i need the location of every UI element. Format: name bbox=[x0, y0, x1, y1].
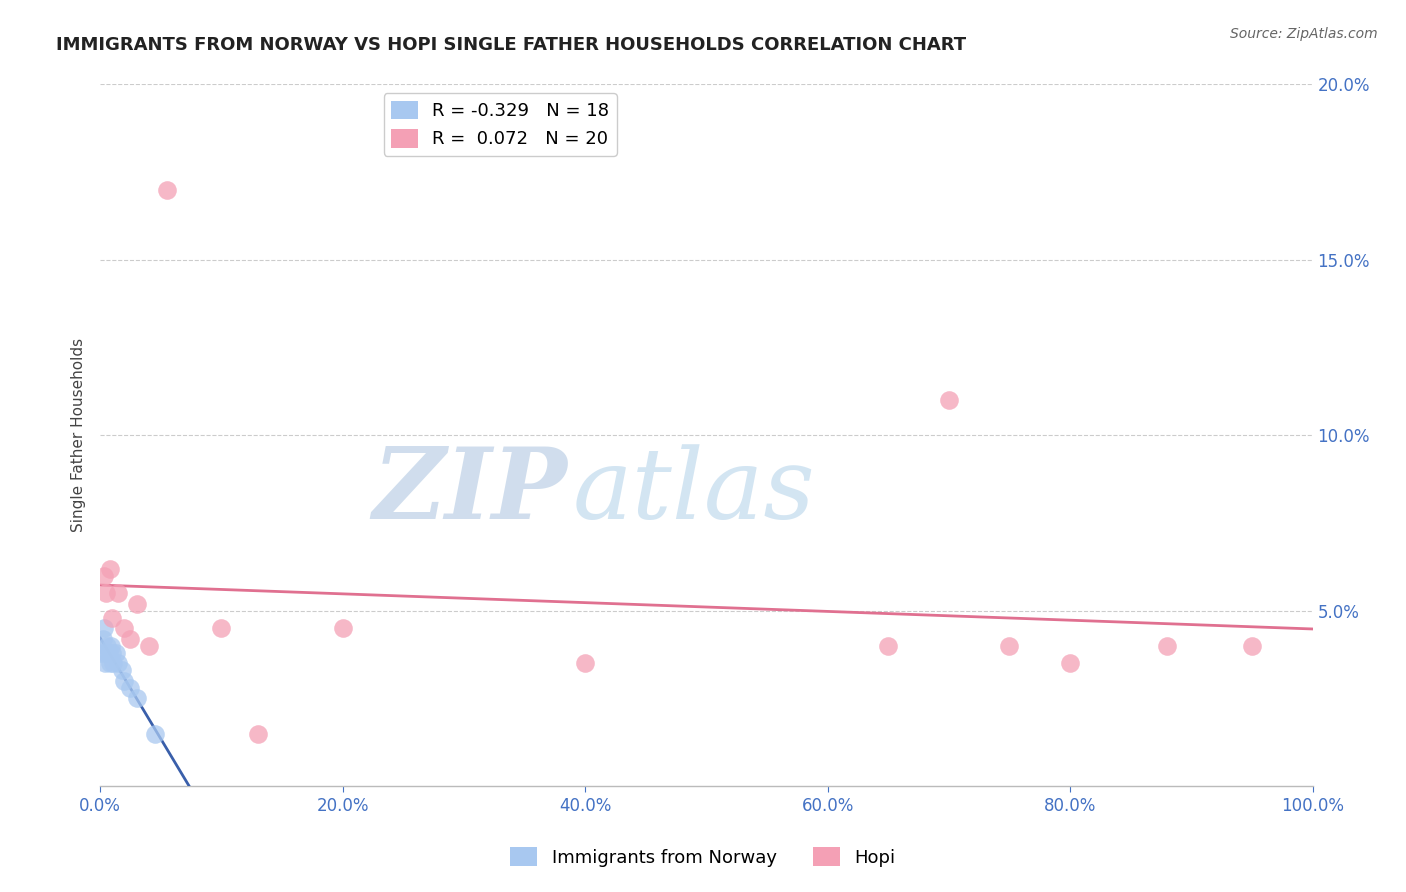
Legend: R = -0.329   N = 18, R =  0.072   N = 20: R = -0.329 N = 18, R = 0.072 N = 20 bbox=[384, 94, 617, 155]
Point bbox=[98, 657, 121, 671]
Point bbox=[112, 673, 135, 688]
Text: atlas: atlas bbox=[574, 444, 815, 539]
Point bbox=[90, 646, 112, 660]
Point bbox=[156, 183, 179, 197]
Point bbox=[98, 561, 121, 575]
Text: IMMIGRANTS FROM NORWAY VS HOPI SINGLE FATHER HOUSEHOLDS CORRELATION CHART: IMMIGRANTS FROM NORWAY VS HOPI SINGLE FA… bbox=[56, 36, 966, 54]
Point bbox=[103, 657, 125, 671]
Legend: Immigrants from Norway, Hopi: Immigrants from Norway, Hopi bbox=[503, 840, 903, 874]
Point bbox=[93, 621, 115, 635]
Point bbox=[574, 657, 596, 671]
Point bbox=[104, 646, 127, 660]
Point bbox=[877, 639, 900, 653]
Point bbox=[101, 646, 124, 660]
Point bbox=[998, 639, 1021, 653]
Point bbox=[91, 632, 114, 646]
Point bbox=[1059, 657, 1081, 671]
Point bbox=[96, 646, 118, 660]
Y-axis label: Single Father Households: Single Father Households bbox=[72, 338, 86, 533]
Point bbox=[107, 586, 129, 600]
Point bbox=[100, 639, 122, 653]
Point bbox=[209, 621, 232, 635]
Point bbox=[125, 691, 148, 706]
Point bbox=[107, 657, 129, 671]
Point bbox=[1156, 639, 1178, 653]
Point bbox=[101, 611, 124, 625]
Text: Source: ZipAtlas.com: Source: ZipAtlas.com bbox=[1230, 27, 1378, 41]
Point bbox=[97, 646, 120, 660]
Point bbox=[938, 393, 960, 408]
Point bbox=[138, 639, 160, 653]
Point bbox=[143, 726, 166, 740]
Point bbox=[1240, 639, 1263, 653]
Point bbox=[332, 621, 354, 635]
Point bbox=[120, 632, 142, 646]
Point bbox=[112, 621, 135, 635]
Point bbox=[125, 597, 148, 611]
Point bbox=[94, 657, 117, 671]
Point bbox=[246, 726, 269, 740]
Point bbox=[120, 681, 142, 695]
Point bbox=[96, 586, 118, 600]
Point bbox=[111, 664, 134, 678]
Point bbox=[96, 639, 118, 653]
Point bbox=[93, 568, 115, 582]
Text: ZIP: ZIP bbox=[373, 443, 567, 540]
